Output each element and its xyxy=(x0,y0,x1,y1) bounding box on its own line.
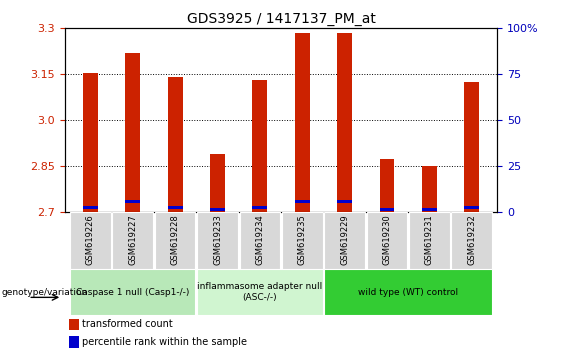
Text: inflammasome adapter null
(ASC-/-): inflammasome adapter null (ASC-/-) xyxy=(197,282,323,302)
Bar xyxy=(380,159,394,212)
Bar xyxy=(240,212,280,269)
Bar xyxy=(125,200,140,203)
Bar xyxy=(83,73,98,212)
Text: Caspase 1 null (Casp1-/-): Caspase 1 null (Casp1-/-) xyxy=(76,287,189,297)
Text: wild type (WT) control: wild type (WT) control xyxy=(358,287,458,297)
Bar xyxy=(380,208,394,211)
Title: GDS3925 / 1417137_PM_at: GDS3925 / 1417137_PM_at xyxy=(186,12,376,26)
Text: GSM619232: GSM619232 xyxy=(467,214,476,265)
Bar xyxy=(69,319,79,330)
Bar xyxy=(197,269,323,315)
Bar xyxy=(422,208,437,211)
Bar xyxy=(295,33,310,212)
Text: transformed count: transformed count xyxy=(82,319,173,329)
Bar xyxy=(70,212,111,269)
Text: GSM619228: GSM619228 xyxy=(171,214,180,265)
Bar xyxy=(464,82,479,212)
Bar xyxy=(295,200,310,203)
Text: GSM619227: GSM619227 xyxy=(128,214,137,265)
Text: percentile rank within the sample: percentile rank within the sample xyxy=(82,337,247,347)
Bar xyxy=(168,78,182,212)
Bar xyxy=(168,206,182,209)
Bar xyxy=(324,212,365,269)
Text: GSM619234: GSM619234 xyxy=(255,214,264,265)
Text: GSM619229: GSM619229 xyxy=(340,214,349,265)
Bar xyxy=(337,200,352,203)
Text: GSM619231: GSM619231 xyxy=(425,214,434,265)
Bar xyxy=(282,212,323,269)
Bar xyxy=(69,336,79,348)
Bar xyxy=(210,154,225,212)
Bar xyxy=(324,269,492,315)
Text: GSM619230: GSM619230 xyxy=(383,214,392,265)
Bar xyxy=(464,206,479,209)
Bar xyxy=(253,80,267,212)
Text: GSM619233: GSM619233 xyxy=(213,214,222,265)
Bar xyxy=(112,212,153,269)
Bar xyxy=(337,33,352,212)
Text: genotype/variation: genotype/variation xyxy=(1,287,88,297)
Bar xyxy=(125,53,140,212)
Bar xyxy=(83,206,98,209)
Text: GSM619226: GSM619226 xyxy=(86,214,95,265)
Bar xyxy=(367,212,407,269)
Bar xyxy=(422,166,437,212)
Bar xyxy=(253,206,267,209)
Text: GSM619235: GSM619235 xyxy=(298,214,307,265)
Bar xyxy=(197,212,238,269)
Bar xyxy=(70,269,195,315)
Bar xyxy=(409,212,450,269)
Bar xyxy=(155,212,195,269)
Bar xyxy=(210,208,225,211)
Bar xyxy=(451,212,492,269)
